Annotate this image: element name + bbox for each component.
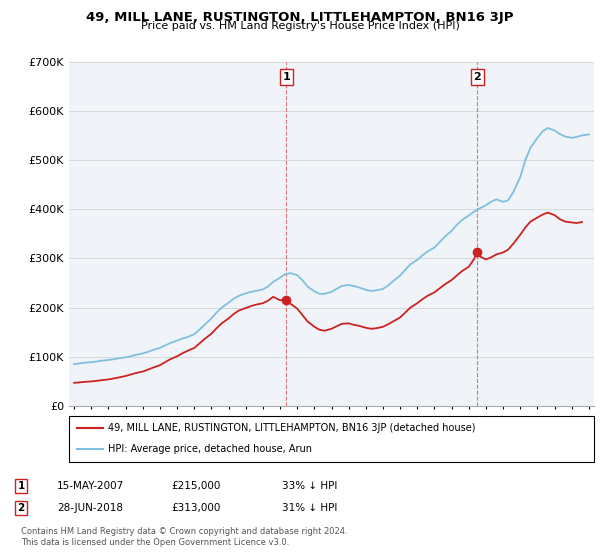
Text: 28-JUN-2018: 28-JUN-2018 <box>57 503 123 513</box>
Text: £313,000: £313,000 <box>171 503 220 513</box>
Text: £215,000: £215,000 <box>171 481 220 491</box>
Text: 49, MILL LANE, RUSTINGTON, LITTLEHAMPTON, BN16 3JP (detached house): 49, MILL LANE, RUSTINGTON, LITTLEHAMPTON… <box>109 423 476 432</box>
Text: 2: 2 <box>473 72 481 82</box>
Text: 49, MILL LANE, RUSTINGTON, LITTLEHAMPTON, BN16 3JP: 49, MILL LANE, RUSTINGTON, LITTLEHAMPTON… <box>86 11 514 24</box>
FancyBboxPatch shape <box>69 416 594 462</box>
Text: 2: 2 <box>17 503 25 513</box>
Text: 1: 1 <box>283 72 290 82</box>
Text: 15-MAY-2007: 15-MAY-2007 <box>57 481 124 491</box>
Text: Price paid vs. HM Land Registry's House Price Index (HPI): Price paid vs. HM Land Registry's House … <box>140 21 460 31</box>
Text: HPI: Average price, detached house, Arun: HPI: Average price, detached house, Arun <box>109 444 313 454</box>
Text: Contains HM Land Registry data © Crown copyright and database right 2024.: Contains HM Land Registry data © Crown c… <box>21 528 347 536</box>
Text: 1: 1 <box>17 481 25 491</box>
Text: This data is licensed under the Open Government Licence v3.0.: This data is licensed under the Open Gov… <box>21 538 289 547</box>
Text: 31% ↓ HPI: 31% ↓ HPI <box>282 503 337 513</box>
Text: 33% ↓ HPI: 33% ↓ HPI <box>282 481 337 491</box>
